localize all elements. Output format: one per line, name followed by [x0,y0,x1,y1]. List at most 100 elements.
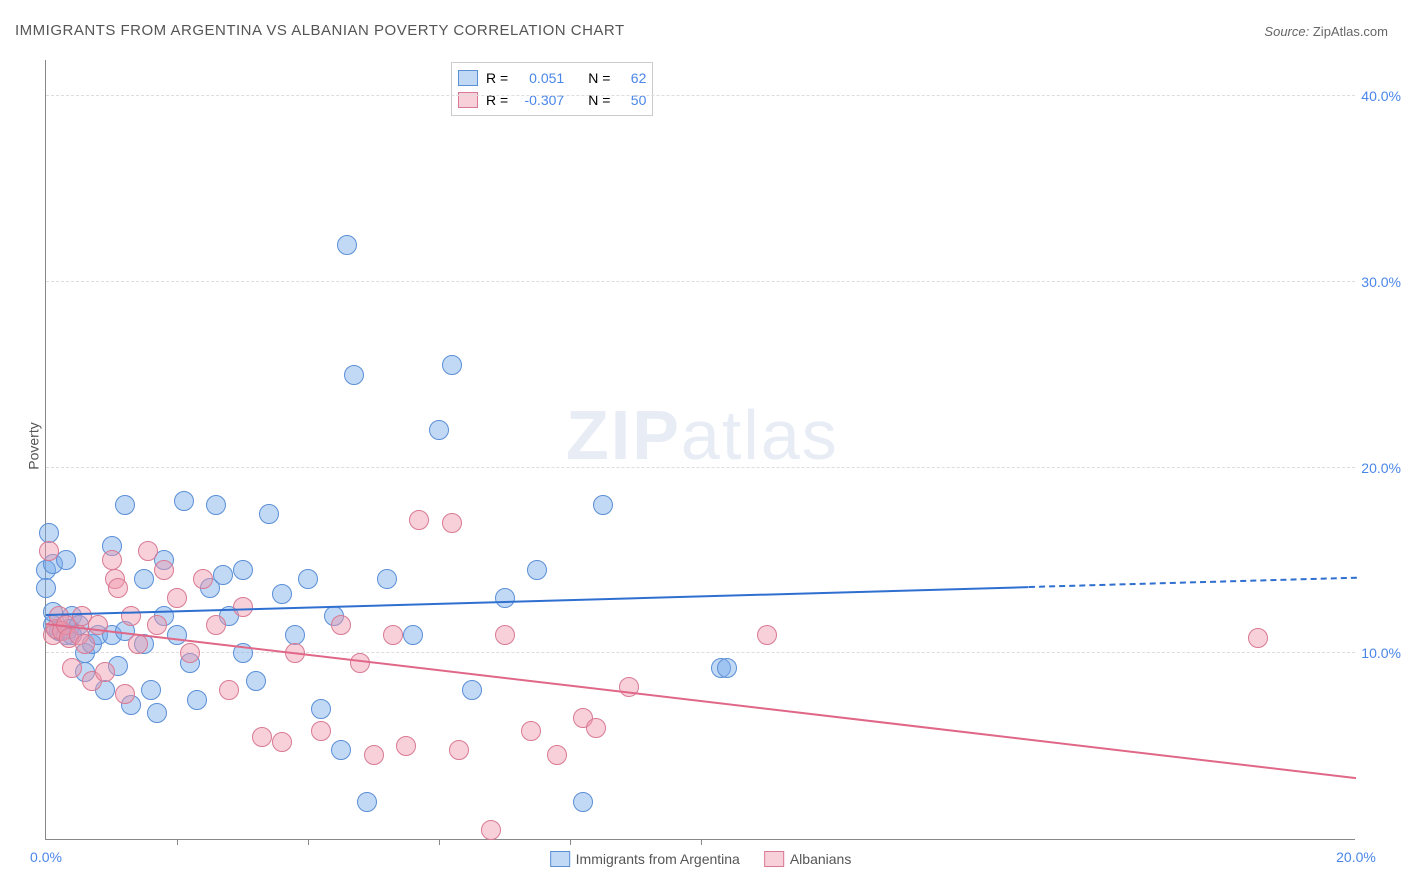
data-point [344,365,364,385]
data-point [213,565,233,585]
gridline [46,281,1355,282]
data-point [187,690,207,710]
data-point [547,745,567,765]
data-point [252,727,272,747]
x-tick-label: 20.0% [1336,849,1376,865]
data-point [272,584,292,604]
data-point [757,625,777,645]
data-point [88,615,108,635]
data-point [311,721,331,741]
data-point [75,634,95,654]
data-point [337,235,357,255]
data-point [272,732,292,752]
r-value-0: 0.051 [516,70,564,86]
data-point [193,569,213,589]
series-legend: Immigrants from Argentina Albanians [550,851,852,867]
data-point [495,588,515,608]
data-point [39,523,59,543]
data-point [586,718,606,738]
data-point [206,495,226,515]
plot-area: ZIPatlas R = 0.051 N = 62 R = -0.307 N =… [45,60,1355,840]
data-point [383,625,403,645]
data-point [147,703,167,723]
source-label: Source: [1264,24,1309,39]
x-tick-mark [570,839,571,845]
trend-line [46,586,1029,616]
data-point [102,550,122,570]
watermark: ZIPatlas [566,395,839,475]
data-point [396,736,416,756]
data-point [233,560,253,580]
data-point [429,420,449,440]
data-point [331,740,351,760]
data-point [462,680,482,700]
x-tick-mark [177,839,178,845]
n-label-0: N = [588,70,610,86]
data-point [403,625,423,645]
y-tick-label: 20.0% [1361,460,1401,476]
data-point [233,597,253,617]
data-point [141,680,161,700]
correlation-legend: R = 0.051 N = 62 R = -0.307 N = 50 [451,62,653,116]
data-point [285,625,305,645]
chart-title: IMMIGRANTS FROM ARGENTINA VS ALBANIAN PO… [15,22,625,39]
data-point [1248,628,1268,648]
data-point [573,792,593,812]
data-point [593,495,613,515]
chart-container: IMMIGRANTS FROM ARGENTINA VS ALBANIAN PO… [0,0,1406,892]
data-point [62,658,82,678]
data-point [115,495,135,515]
legend-swatch-0 [458,70,478,86]
legend-row-series-0: R = 0.051 N = 62 [458,67,646,89]
watermark-bold: ZIP [566,396,681,474]
data-point [108,578,128,598]
r-label-0: R = [486,70,508,86]
data-point [39,541,59,561]
data-point [449,740,469,760]
data-point [121,606,141,626]
source-attribution: Source: ZipAtlas.com [1264,24,1388,39]
data-point [521,721,541,741]
x-tick-mark [308,839,309,845]
y-tick-label: 30.0% [1361,274,1401,290]
gridline [46,467,1355,468]
x-tick-mark [439,839,440,845]
data-point [180,643,200,663]
data-point [717,658,737,678]
y-tick-label: 40.0% [1361,88,1401,104]
data-point [128,634,148,654]
legend-item-1: Albanians [764,851,852,867]
data-point [331,615,351,635]
data-point [442,513,462,533]
data-point [167,625,187,645]
data-point [357,792,377,812]
trend-line [46,623,1356,779]
legend-bottom-swatch-0 [550,851,570,867]
data-point [95,662,115,682]
data-point [409,510,429,530]
data-point [259,504,279,524]
data-point [246,671,266,691]
legend-bottom-label-0: Immigrants from Argentina [576,851,740,867]
x-tick-label: 0.0% [30,849,62,865]
n-value-0: 62 [618,70,646,86]
data-point [206,615,226,635]
data-point [311,699,331,719]
source-value: ZipAtlas.com [1313,24,1388,39]
trend-line [1028,577,1356,588]
x-tick-mark [701,839,702,845]
gridline [46,95,1355,96]
y-tick-label: 10.0% [1361,645,1401,661]
data-point [36,578,56,598]
data-point [154,560,174,580]
data-point [364,745,384,765]
data-point [115,684,135,704]
data-point [167,588,187,608]
data-point [442,355,462,375]
legend-bottom-label-1: Albanians [790,851,852,867]
data-point [495,625,515,645]
watermark-rest: atlas [681,396,839,474]
data-point [527,560,547,580]
data-point [138,541,158,561]
y-axis-label: Poverty [26,422,42,469]
